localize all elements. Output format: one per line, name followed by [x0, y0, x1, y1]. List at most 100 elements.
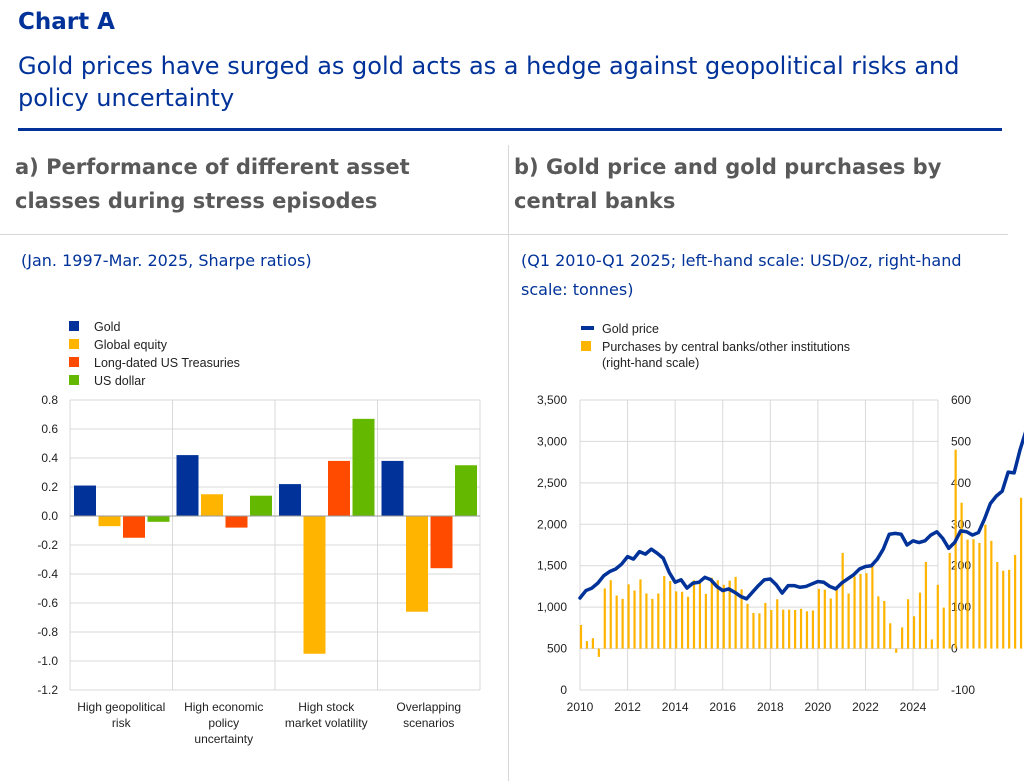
x-tick-label: 2018: [757, 700, 784, 714]
legend-swatch-1: [69, 339, 79, 349]
purchase-bar: [603, 588, 606, 649]
y-tick-label: -0.8: [37, 625, 58, 639]
bar-2-2: [328, 460, 350, 516]
panel-title-divider: [0, 234, 1008, 235]
legend-swatch-3: [69, 375, 79, 385]
legend-swatch-0: [69, 321, 79, 331]
x-tick-label: 2010: [567, 700, 594, 714]
purchase-bar: [645, 593, 648, 649]
right-y-tick-label: 0: [951, 642, 958, 656]
purchase-bar: [663, 576, 666, 649]
purchase-bar: [740, 589, 743, 649]
right-y-tick-label: 600: [951, 393, 971, 407]
category-label: High geopolitical: [77, 700, 165, 714]
legend-label-3: US dollar: [94, 374, 145, 388]
purchase-bar: [710, 577, 713, 649]
y-tick-label: 0.4: [41, 451, 58, 465]
purchase-bar: [782, 609, 785, 649]
right-y-tick-label: -100: [951, 683, 975, 697]
legend-swatch-purchases: [581, 341, 591, 351]
category-label: High stock: [298, 700, 355, 714]
purchase-bar: [829, 598, 832, 649]
purchase-bar: [680, 591, 684, 649]
left-y-tick-label: 1,500: [537, 559, 567, 573]
purchase-bar: [841, 552, 844, 649]
purchase-bar: [847, 593, 850, 649]
right-y-tick-label: 400: [951, 476, 971, 490]
bar-0-1: [176, 455, 199, 516]
bar-1-0: [98, 516, 121, 527]
purchase-bar: [936, 584, 939, 649]
purchase-bar: [960, 502, 963, 649]
purchase-bar: [627, 584, 630, 649]
legend-label-purchases: Purchases by central banks/other institu…: [602, 340, 850, 354]
legend-swatch-2: [69, 357, 79, 367]
legend-label-gold-price: Gold price: [602, 322, 659, 336]
purchase-bar: [871, 564, 874, 649]
x-tick-label: 2012: [614, 700, 641, 714]
purchase-bar: [942, 607, 945, 649]
purchase-bar: [823, 589, 826, 649]
bar-1-1: [201, 494, 223, 516]
x-tick-label: 2014: [662, 700, 689, 714]
purchase-bar: [597, 648, 600, 657]
bar-3-2: [352, 418, 375, 516]
bar-0-2: [279, 484, 301, 516]
purchase-bar: [853, 576, 856, 649]
purchase-bar: [686, 596, 690, 649]
panel-divider: [508, 145, 509, 781]
purchase-bar: [817, 588, 820, 649]
purchase-bar: [948, 552, 951, 649]
purchase-bar: [811, 610, 815, 649]
purchase-bar: [799, 608, 803, 649]
y-tick-label: -0.4: [37, 567, 58, 581]
legend-label-0: Gold: [94, 320, 120, 334]
category-label: High economic: [184, 700, 263, 714]
purchase-bar: [752, 612, 755, 649]
y-tick-label: 0.2: [41, 480, 58, 494]
bar-1-2: [303, 516, 326, 654]
left-y-tick-label: 3,000: [537, 434, 567, 448]
purchase-bar: [621, 598, 624, 649]
purchase-bar: [954, 449, 957, 649]
chart-a-svg: Gold Global equity Long-dated US Treasurie…: [37, 320, 481, 746]
purchase-bar: [609, 580, 612, 649]
purchase-bar: [758, 613, 761, 649]
purchase-bar: [912, 616, 916, 649]
purchase-bar: [996, 561, 999, 649]
y-tick-label: -1.0: [37, 654, 58, 668]
category-label: Overlapping: [396, 700, 461, 714]
purchase-bar: [990, 540, 993, 649]
purchase-bar: [585, 641, 589, 649]
purchase-bar: [901, 627, 904, 649]
purchase-bar: [770, 610, 773, 649]
purchase-bar: [895, 648, 898, 653]
bar-2-1: [225, 516, 248, 528]
bar-3-3: [455, 465, 477, 516]
purchase-bar: [675, 591, 678, 649]
purchase-bar: [776, 599, 779, 649]
x-tick-label: 2016: [709, 700, 736, 714]
category-label: scenarios: [403, 716, 454, 730]
purchase-bar: [669, 581, 672, 649]
left-y-tick-label: 1,000: [537, 600, 567, 614]
purchase-bar: [978, 542, 981, 649]
purchase-bar: [972, 539, 975, 649]
legend-label-2: Long-dated US Treasuries: [94, 356, 240, 370]
bar-0-0: [74, 485, 96, 516]
purchase-bar: [764, 603, 767, 649]
purchase-bar: [591, 638, 594, 649]
purchase-bar: [734, 576, 737, 649]
purchase-bar: [579, 624, 583, 649]
purchase-bar: [692, 580, 696, 649]
bar-3-1: [250, 495, 272, 516]
y-tick-label: 0.8: [41, 393, 58, 407]
y-tick-label: -0.2: [37, 538, 58, 552]
purchase-bar: [788, 609, 791, 649]
left-y-tick-label: 3,500: [537, 393, 567, 407]
purchase-bar: [966, 539, 969, 649]
purchase-bar: [716, 580, 719, 649]
purchase-bar: [1019, 497, 1023, 649]
y-tick-label: 0.0: [41, 509, 58, 523]
purchase-bar: [877, 596, 880, 649]
